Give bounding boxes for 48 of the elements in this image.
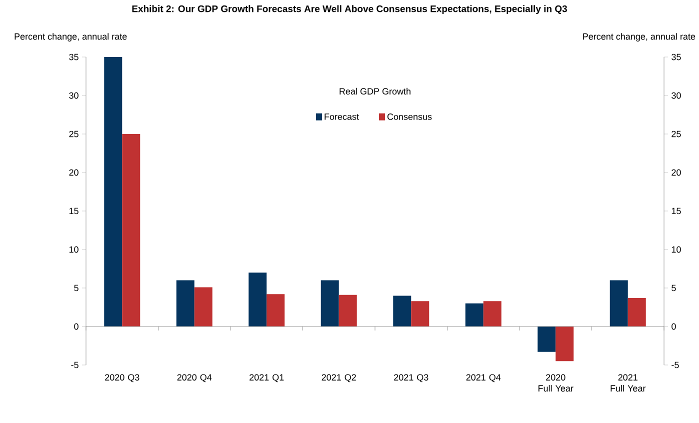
x-tick-label: 2021 Q4 xyxy=(466,374,501,382)
chart-title: Exhibit 2: Our GDP Growth Forecasts Are Well Above Consensus Expectations, Especially in Q3 xyxy=(132,5,568,14)
bar xyxy=(266,294,285,326)
x-tick-label: 2021 Full Year xyxy=(610,374,646,392)
bar xyxy=(556,326,574,362)
bar xyxy=(248,272,267,326)
y2-tick-label: 0 xyxy=(672,323,676,330)
bar xyxy=(194,287,212,326)
y-tick-label: -5 xyxy=(71,362,78,368)
x-tick-label: 2021 Q2 xyxy=(322,374,356,382)
bar xyxy=(538,326,556,352)
y-tick-label: 25 xyxy=(69,130,78,138)
y2-tick-label: 30 xyxy=(672,92,681,99)
y2-tick-label: 10 xyxy=(672,246,681,253)
y-axis-title: Percent change, annual rate xyxy=(14,33,127,42)
y2-tick-label: 25 xyxy=(672,130,681,138)
legend-label: Consensus xyxy=(387,114,432,120)
bar xyxy=(393,296,412,326)
y-tick-label: 10 xyxy=(69,246,78,253)
bar xyxy=(483,301,502,326)
y2-tick-label: -5 xyxy=(672,362,679,368)
y-tick-label: 0 xyxy=(74,323,78,330)
bar xyxy=(628,298,646,326)
y-tick-label: 5 xyxy=(74,284,78,292)
x-tick-label: 2020 Q3 xyxy=(105,374,140,382)
y-tick-label: 15 xyxy=(69,208,78,214)
y2-tick-label: 5 xyxy=(672,284,676,292)
y2-tick-label: 15 xyxy=(672,208,681,214)
x-tick-label: 2021 Q1 xyxy=(250,374,284,382)
bar xyxy=(338,294,357,326)
bar xyxy=(320,280,339,326)
x-tick-label: 2020 Q4 xyxy=(177,374,212,382)
y2-axis-title: Percent change, annual rate xyxy=(583,33,696,42)
y2-tick-label: 35 xyxy=(672,54,681,60)
legend-label: Forecast xyxy=(324,114,359,120)
y-tick-label: 20 xyxy=(69,169,78,176)
x-tick-label: 2020 Full Year xyxy=(538,374,574,392)
bar xyxy=(465,303,484,326)
y-tick-label: 35 xyxy=(69,54,78,60)
bar xyxy=(122,134,140,326)
text: Real GDP Growth xyxy=(340,88,410,95)
bar xyxy=(411,301,430,326)
bar xyxy=(176,280,194,326)
y2-tick-label: 20 xyxy=(672,169,681,176)
bar xyxy=(104,57,122,326)
bar xyxy=(610,280,628,326)
x-tick-label: 2021 Q3 xyxy=(394,374,428,382)
y-tick-label: 30 xyxy=(69,92,78,99)
